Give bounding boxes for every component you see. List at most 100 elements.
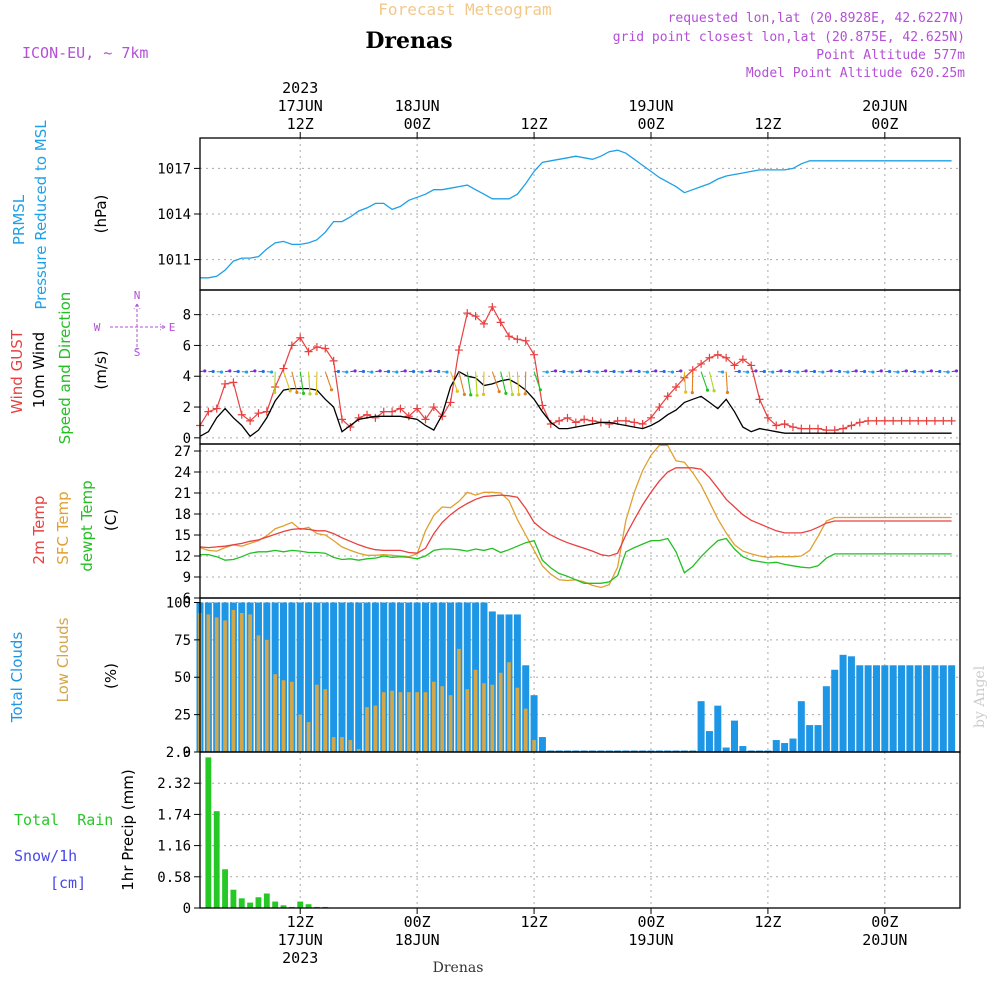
wind-direction-arrow: [763, 370, 766, 373]
gust-marker: [313, 343, 321, 351]
grid-layer: [200, 138, 960, 908]
gust-marker: [455, 346, 463, 354]
gust-marker: [697, 360, 705, 368]
wind-direction-arrow: [604, 369, 607, 372]
wind-direction-arrow: [671, 370, 674, 373]
snow-unit-label: [cm]: [50, 874, 86, 892]
wind-speed-label: 10m Wind: [30, 332, 48, 408]
pressure-line: [200, 150, 952, 278]
gust-marker: [939, 417, 947, 425]
top-xtick-label: 17JUN: [278, 97, 323, 115]
total-cloud-bar: [865, 665, 872, 752]
low-cloud-bar: [365, 707, 369, 752]
wind-speed-line: [200, 372, 952, 437]
gust-marker: [789, 423, 797, 431]
wind-direction-arrow: [475, 394, 478, 397]
wind-direction-arrow: [330, 388, 333, 391]
wind-direction-arrow: [337, 370, 340, 373]
total-cloud-bar: [698, 701, 705, 752]
bottom-xtick-label: 20JUN: [862, 931, 907, 949]
low-cloud-bar: [257, 635, 261, 752]
rain-bar: [230, 890, 236, 908]
total-cloud-bar: [906, 665, 913, 752]
low-cloud-bar: [265, 640, 269, 752]
total-cloud-bar: [789, 739, 796, 752]
total-cloud-bar: [714, 706, 721, 752]
wind-direction-arrow: [395, 370, 398, 373]
low-cloud-bar: [490, 685, 494, 752]
total-cloud-bar: [873, 665, 880, 752]
total-clouds-label: Total Clouds: [8, 632, 26, 724]
total-cloud-bar: [931, 665, 938, 752]
low-cloud-bar: [532, 740, 536, 752]
gust-marker: [806, 425, 814, 433]
gust-marker: [513, 335, 521, 343]
precip-ytick-label: 1.74: [157, 807, 191, 823]
wind-direction-arrow: [467, 372, 470, 395]
temperature-ytick-label: 24: [174, 465, 191, 481]
wind-direction-arrow: [270, 370, 273, 373]
precip-ytick-label: 2.32: [157, 776, 191, 792]
gust-marker: [814, 425, 822, 433]
gust-marker: [847, 422, 855, 430]
wind-direction-arrow: [379, 369, 382, 372]
rain-bar: [214, 811, 220, 908]
total-cloud-bar: [739, 746, 746, 752]
low-cloud-bar: [323, 689, 327, 752]
temp-dewpt-label: dewpt Temp: [78, 480, 96, 571]
footer-location: Drenas: [433, 960, 484, 976]
gust-marker: [238, 411, 246, 419]
low-cloud-bar: [315, 685, 319, 752]
precip-ytick-label: 0.58: [157, 870, 191, 886]
top-xtick-label: 12Z: [287, 115, 314, 133]
pressure-unit-label: (hPa): [92, 195, 110, 234]
low-clouds-label: Low Clouds: [54, 617, 72, 702]
wind-direction-arrow: [701, 372, 707, 391]
gust-marker: [931, 417, 939, 425]
gust-marker: [555, 417, 563, 425]
wind-direction-arrow: [738, 370, 741, 373]
wind-direction-arrow: [325, 372, 331, 390]
wind-direction-arrow: [203, 369, 206, 372]
wind-direction-arrow: [905, 369, 908, 372]
gust-marker: [572, 418, 580, 426]
total-cloud-bar: [848, 656, 855, 752]
wind-direction-arrow: [228, 369, 231, 372]
gust-marker: [522, 337, 530, 345]
total-cloud-bar: [330, 602, 337, 752]
temp-sfc-label: SFC Temp: [54, 491, 72, 564]
watermark: by Angel: [972, 665, 988, 728]
gust-marker: [488, 303, 496, 311]
total-cloud-bar: [890, 665, 897, 752]
gust-marker: [914, 417, 922, 425]
low-cloud-bar: [374, 706, 378, 752]
wind-direction-arrow: [237, 370, 240, 373]
compass-icon: [110, 304, 165, 350]
pressure-ytick-label: 1017: [157, 161, 191, 177]
wind-direction-arrow: [896, 370, 899, 373]
low-cloud-bar: [474, 670, 478, 752]
total-cloud-bar: [731, 721, 738, 752]
snow-label: Snow/1h: [14, 847, 77, 865]
total-cloud-bar: [798, 701, 805, 752]
gust-marker: [714, 351, 722, 359]
wind-ytick-label: 4: [183, 369, 191, 385]
total-cloud-bar: [706, 731, 713, 752]
total-cloud-bar: [815, 725, 822, 752]
wind-direction-arrow: [437, 370, 440, 373]
wind-direction-arrow: [469, 393, 472, 396]
low-cloud-bar: [449, 695, 453, 752]
wind-direction-arrow: [684, 391, 687, 394]
wind-direction-arrow: [309, 372, 310, 394]
total-cloud-bar: [940, 665, 947, 752]
precip-ytick-label: 1.16: [157, 839, 191, 855]
bottom-xtick-label: 12Z: [754, 913, 781, 931]
wind-direction-arrow: [579, 369, 582, 372]
gust-marker: [923, 417, 931, 425]
wind-direction-arrow: [679, 369, 682, 372]
wind-direction-arrow: [300, 372, 303, 394]
bottom-xtick-label: 00Z: [637, 913, 664, 931]
gust-marker: [906, 417, 914, 425]
pressure-ytick-label: 1011: [157, 253, 191, 269]
